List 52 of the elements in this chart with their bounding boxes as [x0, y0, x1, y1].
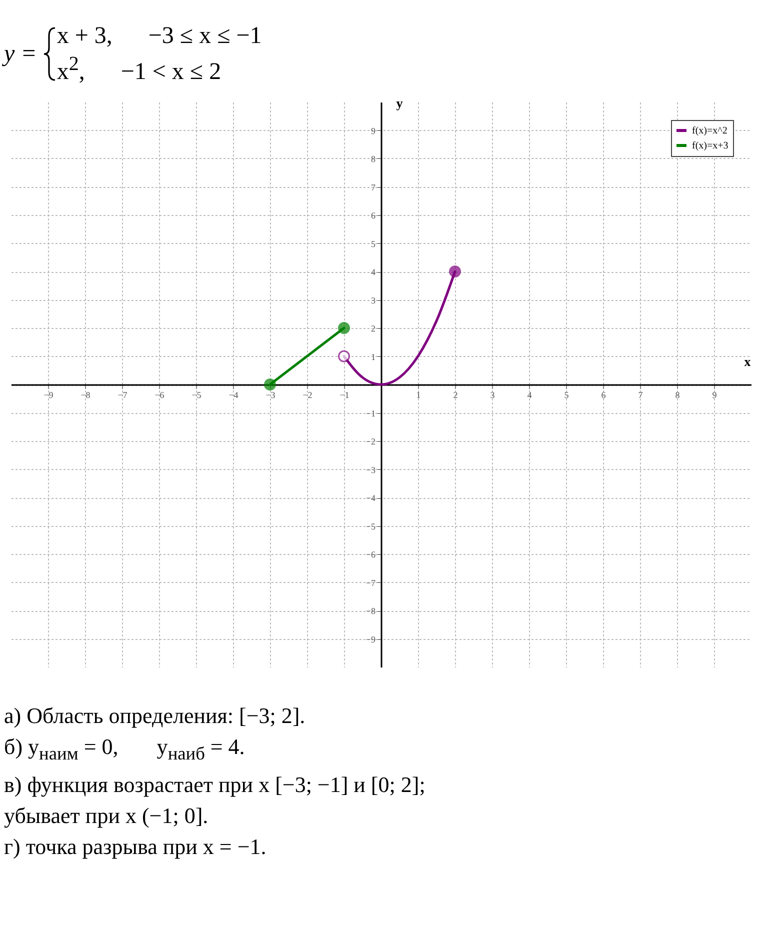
x-tick-label: 6: [601, 390, 606, 400]
x-tick-label: −7: [118, 390, 128, 400]
x-tick-label: −4: [228, 390, 239, 400]
x-tick-label: 5: [564, 390, 570, 400]
text: в) функция возрастает при x [−3; −1] и [0; 2];: [4, 771, 426, 800]
x-tick-label: −8: [80, 390, 91, 400]
x-tick-label: 4: [527, 390, 532, 400]
point: [338, 322, 350, 334]
y-tick-label: 3: [371, 295, 376, 306]
text: x + 3, −3 ≤ x ≤ −1: [56, 22, 262, 50]
legend-label: f(x)=x+3: [692, 140, 728, 152]
x-tick-label: 3: [490, 390, 496, 400]
y-tick-label: 1: [371, 352, 376, 362]
y-tick-label: 7: [371, 182, 376, 192]
x-tick-label: 9: [712, 390, 718, 400]
chart-title: y =: [4, 40, 37, 68]
x-tick-label: 2: [453, 390, 458, 400]
y-tick-label: −3: [366, 464, 376, 475]
x-tick-label: −3: [266, 390, 276, 400]
y-tick-label: 9: [371, 126, 376, 136]
text: б) y$_{наим}$ = 0, y$_{наиб}$ = 4.: [4, 733, 246, 766]
y-tick-label: −4: [366, 493, 376, 503]
x-axis-title: x: [744, 354, 752, 369]
point: [264, 378, 276, 390]
y-axis-title: y: [396, 96, 404, 110]
y-tick-label: −6: [366, 550, 376, 560]
y-tick-label: −7: [366, 578, 376, 588]
legend-label: f(x)=x^2: [692, 126, 728, 136]
text: г) точка разрыва при x = −1.: [4, 833, 268, 862]
y-tick-label: −8: [366, 606, 376, 616]
y-tick-label: 8: [371, 154, 376, 164]
text: x$^{2}$, −1 < x ≤ 2: [56, 52, 222, 86]
point: [449, 266, 461, 278]
y-tick-label: −9: [366, 634, 376, 644]
point: [338, 350, 350, 362]
y-tick-label: 5: [371, 238, 376, 249]
x-tick-label: 7: [638, 390, 644, 400]
text: убывает при x (−1; 0].: [4, 802, 210, 830]
y-tick-label: 4: [371, 267, 376, 277]
x-tick-label: −2: [302, 390, 312, 400]
x-tick-label: 8: [675, 390, 680, 400]
y-tick-label: −5: [366, 521, 376, 532]
x-tick-label: −1: [340, 390, 350, 400]
y-tick-label: 6: [371, 210, 376, 220]
x-tick-label: −6: [154, 390, 165, 400]
x-tick-label: −5: [192, 390, 202, 400]
y-tick-label: 2: [371, 324, 376, 334]
text: а) Область определения: [−3; 2].: [4, 702, 306, 730]
x-tick-label: −9: [44, 390, 54, 400]
x-tick-label: 1: [416, 390, 421, 400]
y-tick-label: −1: [366, 408, 376, 418]
y-tick-label: −2: [366, 436, 376, 446]
